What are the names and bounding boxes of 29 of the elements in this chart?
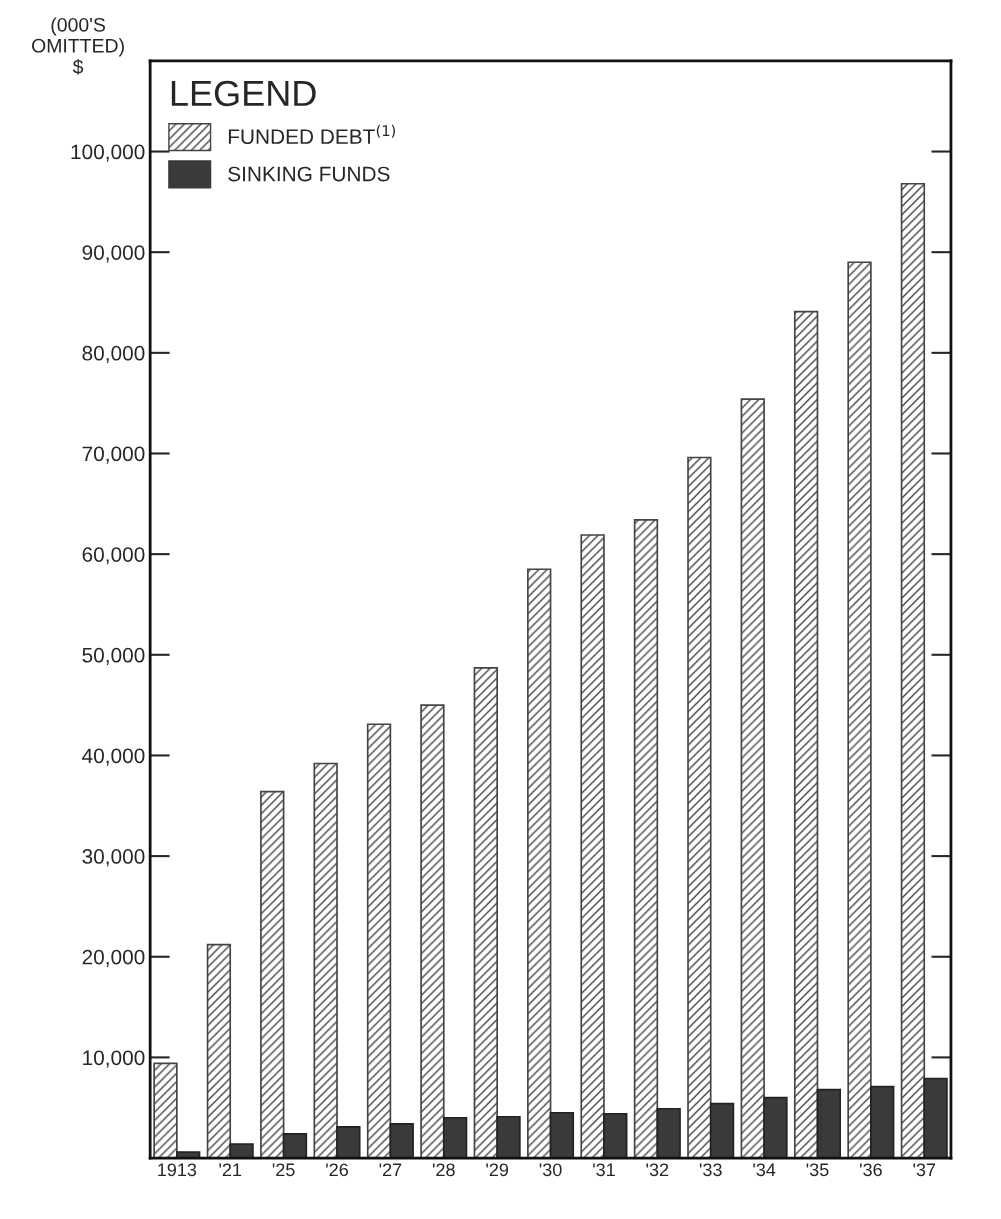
x-tick-label: '30: [539, 1163, 562, 1177]
y-tick-label: 20,000: [82, 949, 145, 967]
legend-label: SINKING FUNDS: [228, 166, 390, 182]
x-tick-label: '25: [272, 1163, 295, 1177]
x-tick-label: 1913: [158, 1163, 197, 1177]
x-tick-label: '32: [646, 1163, 669, 1177]
x-tick-label: '33: [699, 1163, 722, 1177]
legend-label: FUNDED DEBT$^{(1)}$: [228, 124, 395, 145]
y-tick-label: 30,000: [82, 849, 145, 867]
y-tick-label: 40,000: [82, 748, 145, 766]
x-tick-label: '36: [860, 1163, 882, 1177]
y-tick-label: 100,000: [71, 144, 145, 162]
y-tick-label: 60,000: [82, 547, 145, 565]
y-tick-label: 70,000: [82, 446, 145, 464]
y-tick-label: 10,000: [83, 1050, 145, 1068]
x-tick-label: '35: [806, 1163, 829, 1177]
x-tick-label: '21: [219, 1163, 242, 1176]
x-tick-label: '34: [753, 1163, 776, 1177]
y-tick-label: 90,000: [82, 245, 145, 263]
x-tick-label: '27: [379, 1163, 402, 1176]
x-tick-label: '26: [326, 1163, 348, 1177]
legend-title: LEGEND: [171, 80, 316, 107]
y-tick-label: 50,000: [82, 647, 145, 666]
x-tick-label: '37: [913, 1163, 936, 1177]
y-tick-label: 80,000: [82, 345, 145, 364]
x-tick-label: '29: [486, 1163, 509, 1177]
y-axis-title: (000'S OMITTED) $: [32, 17, 124, 75]
x-tick-label: '31: [593, 1163, 615, 1177]
x-tick-label: '28: [432, 1163, 455, 1177]
